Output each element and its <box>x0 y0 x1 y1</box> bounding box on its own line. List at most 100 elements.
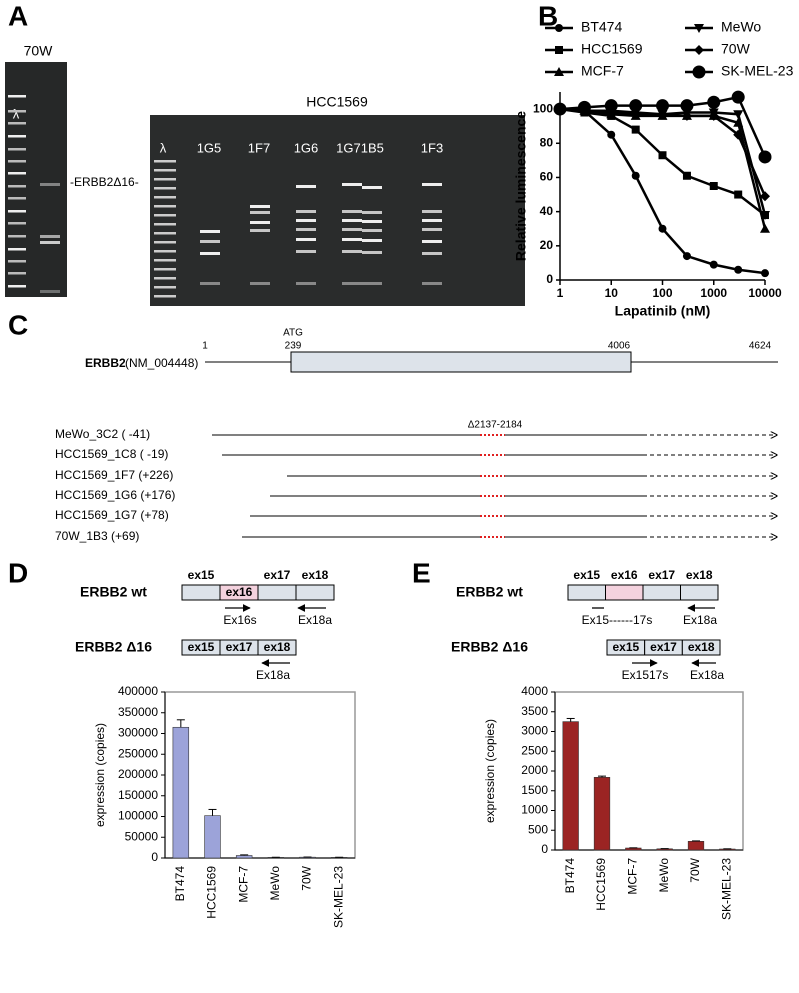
marker <box>709 182 718 190</box>
lane-label: λ <box>13 106 20 121</box>
primer-diagram: ERBB2 wt ex15 ex16 ex17 ex18 Ex15------17s Ex1… <box>451 568 724 682</box>
marker <box>707 95 721 109</box>
gel-band <box>422 240 442 243</box>
bar <box>204 815 221 859</box>
marker <box>708 110 719 121</box>
gel-band <box>8 122 26 125</box>
y-tick-label: 150000 <box>118 788 158 802</box>
exon-label: ex15 <box>573 568 600 582</box>
gel-band <box>8 197 26 200</box>
marker <box>631 171 640 180</box>
marker <box>658 151 667 160</box>
gel-band <box>154 232 176 235</box>
y-tick-label: 400000 <box>118 684 158 698</box>
bar <box>593 777 611 851</box>
plot-frame <box>164 691 356 859</box>
gel-band <box>342 250 362 253</box>
gel-band <box>154 187 176 190</box>
gel-band <box>296 228 316 231</box>
x-tick-label: SK-MEL-23 <box>720 858 734 920</box>
clone-label: 70W_1B3 (+69) <box>55 529 139 543</box>
gel-band <box>8 272 26 275</box>
panel-label: E <box>412 557 431 588</box>
exon-label: ex18 <box>686 568 713 582</box>
primer-label: Ex16s <box>223 613 256 627</box>
gel-band <box>362 211 382 214</box>
gel-band <box>8 160 26 163</box>
gel-band <box>40 290 60 293</box>
bar <box>235 855 253 859</box>
marker <box>733 110 744 120</box>
y-tick-label: 0 <box>541 842 548 856</box>
legend-label: MeWo <box>721 19 761 35</box>
band-label: -ERBB2Δ16- <box>70 175 139 189</box>
deletion-label: Δ2137-2184 <box>468 420 523 431</box>
y-tick-label: 500 <box>528 822 548 836</box>
x-tick-label: HCC1569 <box>205 866 219 919</box>
gel-band <box>8 148 26 151</box>
gel-band <box>296 219 316 222</box>
x-tick-label: 1 <box>557 286 564 300</box>
gel-band <box>154 259 176 262</box>
gel-band <box>296 210 316 213</box>
x-tick-label: BT474 <box>173 866 187 902</box>
marker <box>733 129 744 140</box>
x-tick-label: MCF-7 <box>236 866 250 903</box>
exon-label: ex18 <box>688 640 715 654</box>
gel-band <box>154 196 176 199</box>
gel-band <box>362 186 382 189</box>
gel-band <box>8 95 26 98</box>
gel-band <box>250 211 270 214</box>
exon <box>181 584 221 601</box>
exon-label: ex17 <box>264 568 291 582</box>
gel-band <box>154 214 176 217</box>
legend-marker <box>554 67 564 76</box>
plot-frame <box>554 691 744 851</box>
y-tick-label: 300000 <box>118 726 158 740</box>
gel-band <box>8 185 26 188</box>
gel-band <box>362 239 382 242</box>
marker <box>681 110 692 121</box>
position: 1 <box>202 341 208 352</box>
marker <box>604 99 618 113</box>
gel-band <box>200 230 220 233</box>
construct-label: ERBB2 Δ16 <box>451 639 528 655</box>
gel-band <box>342 228 362 231</box>
gel-band <box>422 219 442 222</box>
y-tick-label: 20 <box>540 238 554 252</box>
legend-marker <box>555 24 563 32</box>
panel-label: C <box>8 309 28 340</box>
exon <box>680 584 719 601</box>
gel-band <box>200 252 220 255</box>
gel-band <box>362 220 382 223</box>
lane-label: 1F7 <box>248 140 270 155</box>
position: 4624 <box>749 341 772 352</box>
gel-band <box>8 210 26 213</box>
y-tick-label: 3500 <box>521 704 548 718</box>
gel-band <box>154 277 176 280</box>
exon <box>642 584 681 601</box>
y-tick-label: 2000 <box>521 763 548 777</box>
y-tick-label: 350000 <box>118 705 158 719</box>
gel-band <box>154 169 176 172</box>
y-tick-label: 100000 <box>118 809 158 823</box>
gel-band <box>8 235 26 238</box>
marker <box>658 224 667 233</box>
marker <box>656 99 669 113</box>
marker <box>760 211 770 221</box>
exon-label: ex17 <box>226 640 253 654</box>
accession: (NM_004448) <box>125 356 198 370</box>
panel-label: A <box>8 0 28 31</box>
y-tick-label: 0 <box>546 272 553 286</box>
legend-label: MCF-7 <box>581 63 624 79</box>
gel-bands <box>8 95 442 298</box>
y-tick-label: 1500 <box>521 783 548 797</box>
gel-band <box>154 250 176 253</box>
exon-label: ex15 <box>612 640 639 654</box>
clone-label: HCC1569_1G6 (+176) <box>55 488 175 502</box>
gel-band <box>296 238 316 241</box>
marker <box>761 269 769 278</box>
series-line <box>559 107 767 230</box>
gel-band <box>250 221 270 224</box>
legend-marker <box>694 24 704 33</box>
